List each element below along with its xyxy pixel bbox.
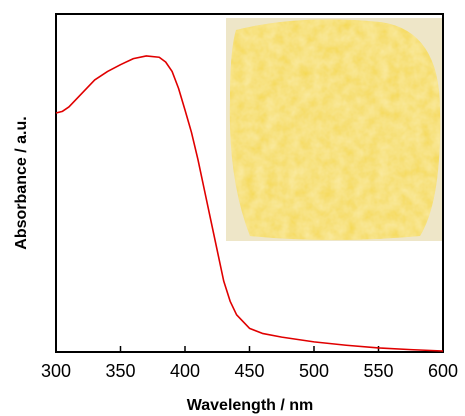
x-tick-label: 500 bbox=[299, 361, 329, 381]
x-tick-label: 550 bbox=[363, 361, 393, 381]
x-tick-label: 350 bbox=[105, 361, 135, 381]
x-tick-label: 400 bbox=[170, 361, 200, 381]
spectrum-line bbox=[55, 55, 444, 352]
x-tick-label: 450 bbox=[234, 361, 264, 381]
x-tick-label: 600 bbox=[428, 361, 458, 381]
inset-photo bbox=[226, 18, 443, 241]
x-axis-label: Wavelength / nm bbox=[187, 397, 314, 414]
x-tick-label: 300 bbox=[41, 361, 71, 381]
y-axis-label: Absorbance / a.u. bbox=[13, 116, 30, 249]
